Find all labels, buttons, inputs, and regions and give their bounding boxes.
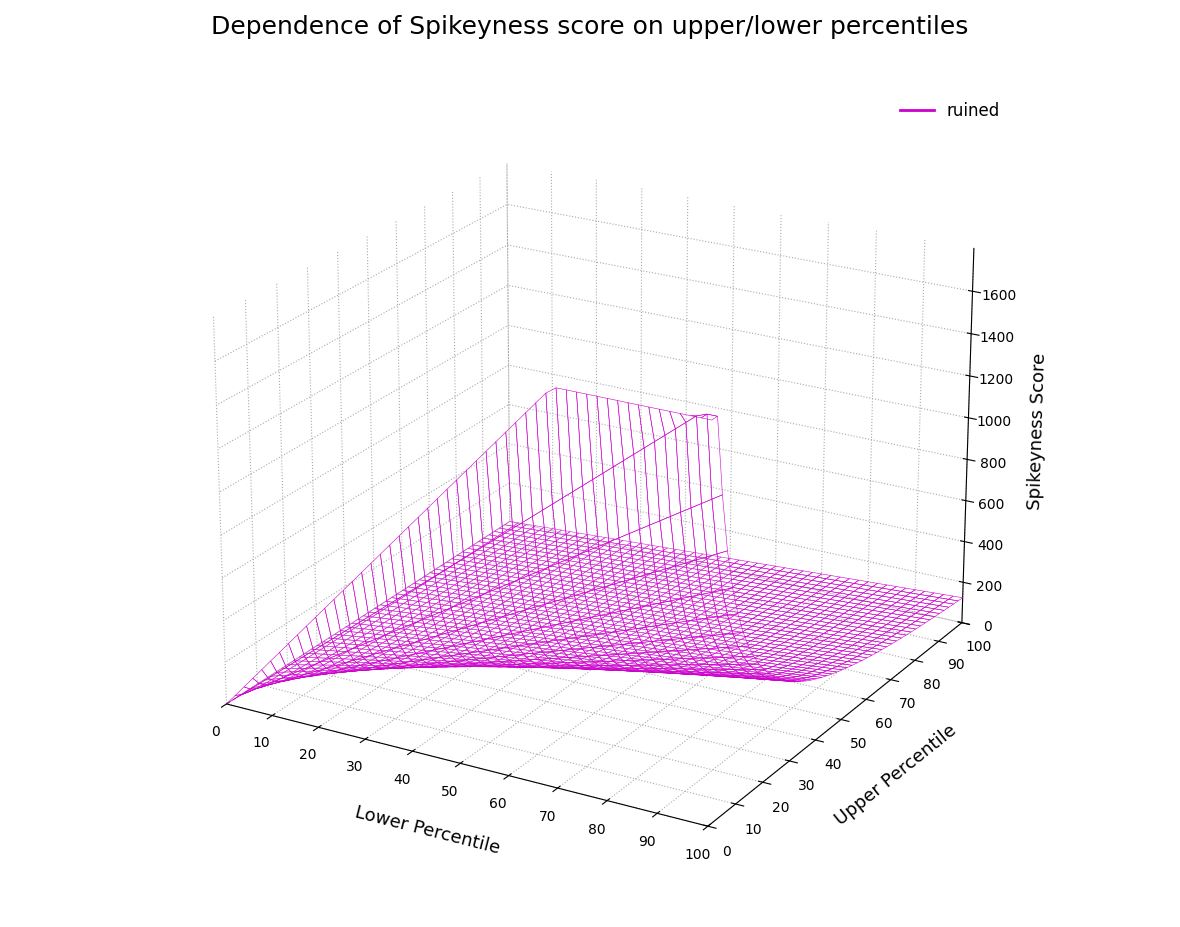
Legend: ruined: ruined bbox=[893, 95, 1007, 127]
X-axis label: Lower Percentile: Lower Percentile bbox=[353, 804, 502, 858]
Title: Dependence of Spikeyness score on upper/lower percentiles: Dependence of Spikeyness score on upper/… bbox=[211, 15, 969, 39]
Y-axis label: Upper Percentile: Upper Percentile bbox=[832, 721, 961, 830]
